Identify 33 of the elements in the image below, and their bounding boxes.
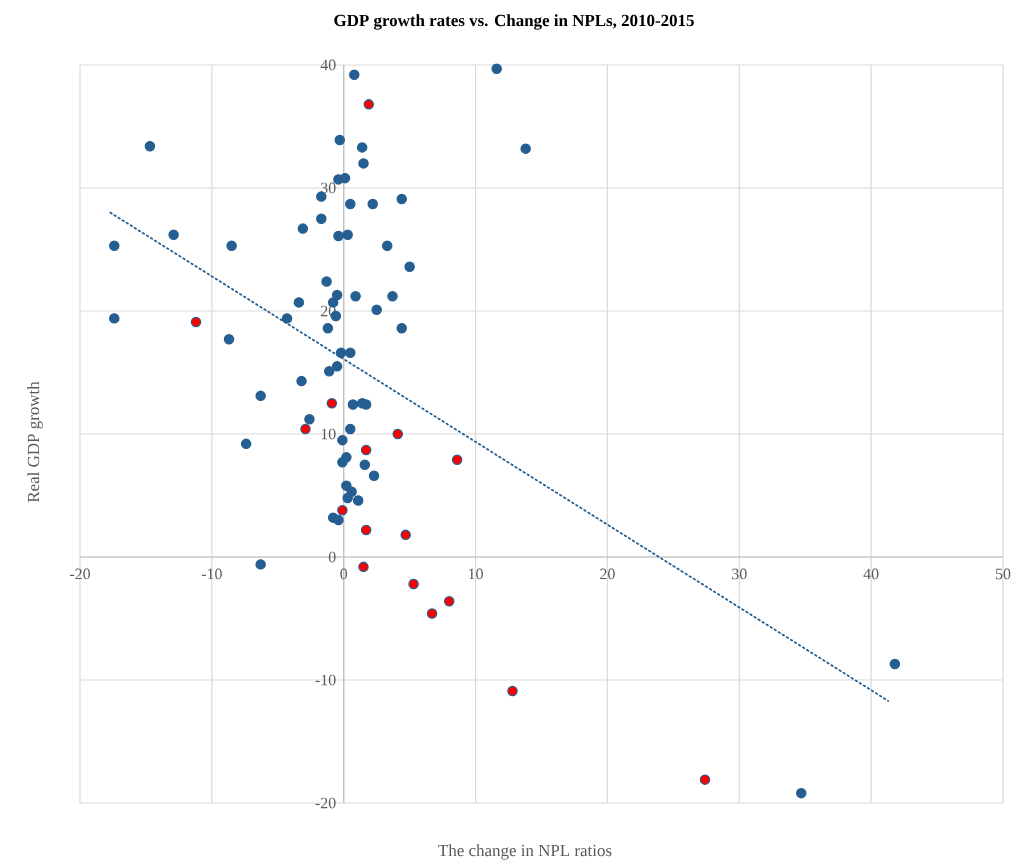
x-tick-label: 20 — [600, 568, 615, 580]
y-tick-label: 10 — [321, 428, 336, 440]
point — [443, 596, 455, 607]
x-tick-label: 30 — [732, 568, 747, 580]
y-tick-label: 40 — [320, 59, 336, 71]
point — [392, 428, 404, 440]
point — [363, 99, 375, 110]
point — [451, 454, 463, 466]
point — [408, 578, 419, 590]
point — [699, 774, 711, 785]
point — [337, 505, 348, 516]
point — [360, 444, 372, 456]
point — [358, 561, 369, 573]
y-tick-label: -10 — [315, 674, 336, 686]
point — [360, 524, 372, 536]
point — [507, 685, 518, 697]
y-tick-label: 0 — [328, 551, 336, 563]
y-axis-title: Real GDP growth — [27, 381, 43, 503]
x-tick-label: 40 — [863, 568, 879, 580]
point — [426, 608, 438, 619]
point — [300, 423, 311, 435]
x-tick-label: 50 — [995, 568, 1011, 580]
x-tick-label: -20 — [69, 568, 91, 580]
point — [190, 316, 202, 328]
x-tick-label: 10 — [469, 568, 483, 580]
y-tick-label: -20 — [315, 797, 336, 809]
x-tick-label: -10 — [201, 568, 222, 580]
x-axis-title: The change in NPL ratios — [438, 844, 612, 860]
chart-title: GDP growth rates vs. Change in NPLs, 2010-2015 — [334, 14, 694, 30]
y-tick-label: 30 — [321, 182, 336, 194]
point — [400, 529, 411, 541]
x-tick-label: 0 — [340, 568, 348, 580]
point — [326, 398, 338, 409]
